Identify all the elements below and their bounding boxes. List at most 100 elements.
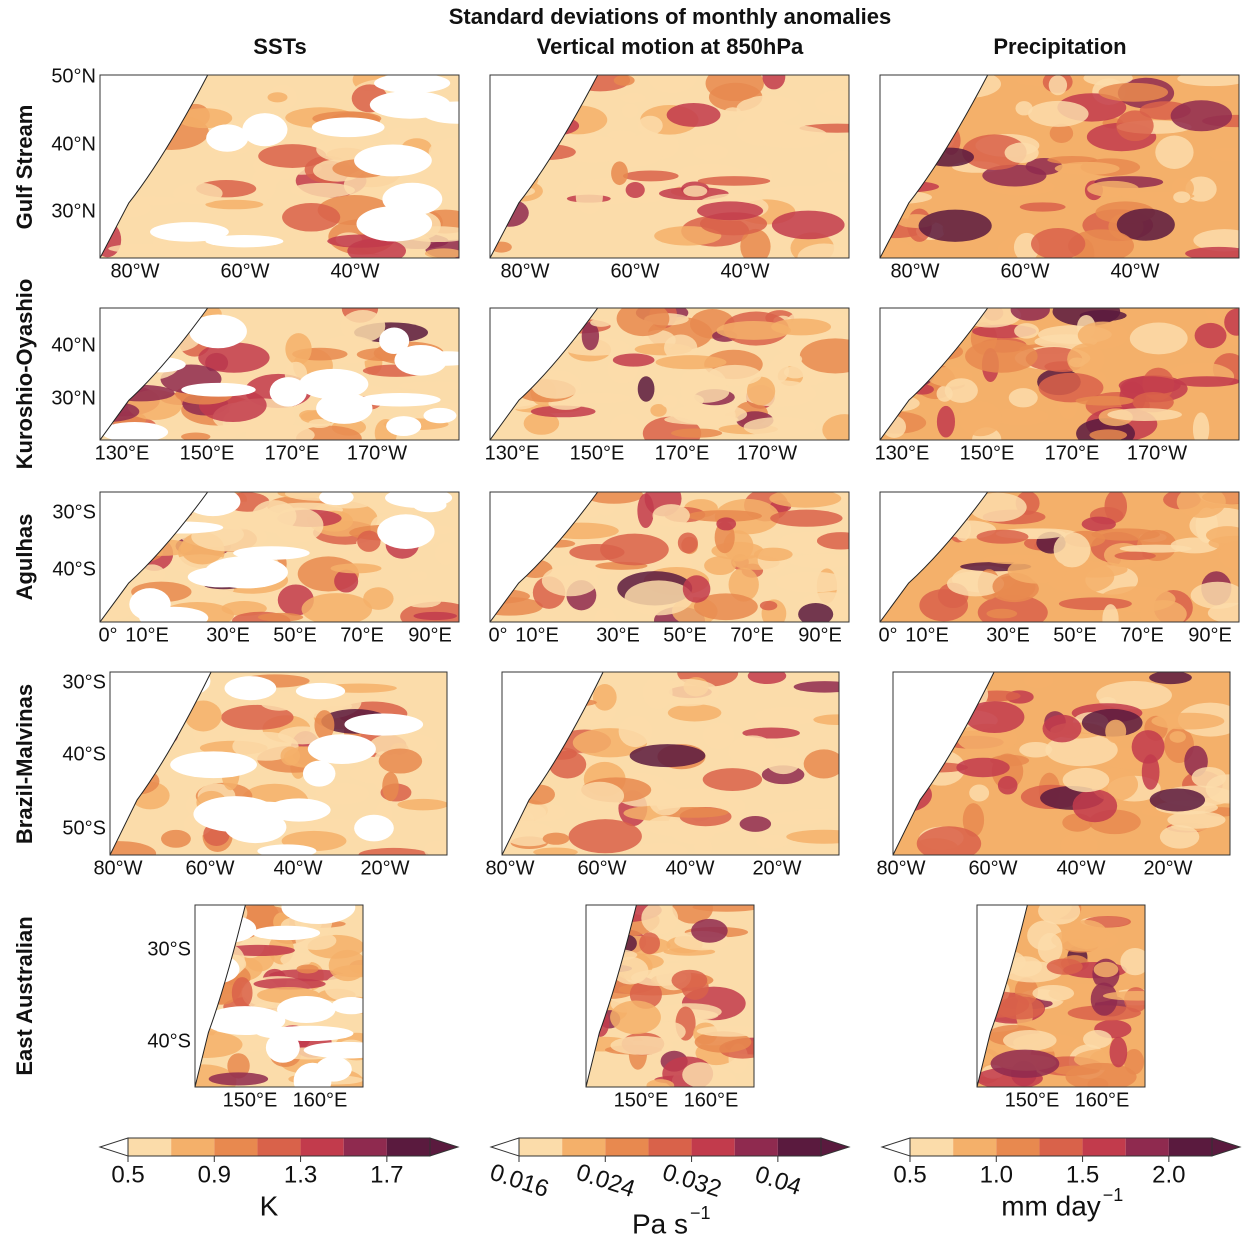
field-patch xyxy=(655,355,727,370)
field-patch xyxy=(594,607,616,622)
colorbar-tick-label: 1.0 xyxy=(980,1161,1013,1188)
panel-frame xyxy=(109,671,448,856)
field-patch xyxy=(753,547,793,562)
field-patch xyxy=(1119,544,1192,553)
field-patch xyxy=(590,318,612,327)
colorbar-unit-exponent: −1 xyxy=(1103,1185,1124,1205)
lon-tick-label: 170°W xyxy=(347,442,407,464)
field-patch xyxy=(791,808,839,819)
map-panel xyxy=(880,492,1239,622)
lon-tick-label: 20°W xyxy=(360,857,409,879)
field-patch xyxy=(378,748,423,774)
field-patch xyxy=(1116,110,1154,142)
lon-tick-label: 130°E xyxy=(875,442,930,464)
lon-tick-label: 80°W xyxy=(890,260,939,282)
field-patch xyxy=(656,679,720,707)
lon-tick-label: 30°E xyxy=(986,624,1030,646)
field-patch xyxy=(653,1021,686,1042)
map-panel xyxy=(195,905,363,1087)
field-patch xyxy=(816,532,849,550)
field-patch xyxy=(257,612,304,622)
field-patch xyxy=(281,905,356,925)
column-header: SSTs xyxy=(253,34,306,59)
field-patch xyxy=(743,416,817,438)
colorbar-unit: K xyxy=(260,1190,279,1221)
lon-tick-label: 40°W xyxy=(330,260,379,282)
field-patch xyxy=(704,556,736,576)
field-patch xyxy=(1083,75,1133,86)
field-patch xyxy=(359,393,441,407)
field-patch xyxy=(1118,376,1181,395)
field-patch xyxy=(1091,528,1160,541)
field-patch xyxy=(728,567,759,602)
field-patch xyxy=(1093,961,1119,978)
field-patch xyxy=(691,918,728,943)
field-patch xyxy=(265,1032,300,1063)
lon-tick-label: 90°E xyxy=(408,624,452,646)
field-patch xyxy=(991,407,1049,426)
field-patch xyxy=(600,533,669,566)
field-patch xyxy=(1065,920,1108,949)
field-patch xyxy=(653,134,679,157)
field-patch xyxy=(1096,680,1172,710)
colorbar-extend-high xyxy=(820,1137,851,1157)
lon-tick-label: 150°E xyxy=(223,1089,278,1111)
colorbar-segment xyxy=(343,1138,387,1156)
field-patch xyxy=(303,1041,363,1059)
field-patch xyxy=(1028,100,1089,127)
map-panel xyxy=(880,308,1239,440)
field-patch xyxy=(682,575,711,603)
lat-tick-label: 40°S xyxy=(147,1030,191,1052)
field-patch xyxy=(184,700,222,732)
field-patch xyxy=(1205,526,1239,545)
field-patch xyxy=(208,1072,269,1086)
field-patch xyxy=(986,608,1018,619)
field-patch xyxy=(826,150,849,174)
field-patch xyxy=(290,182,355,198)
lat-tick-label: 40°S xyxy=(62,743,106,765)
lon-tick-label: 0° xyxy=(98,624,117,646)
field-patch xyxy=(786,829,839,844)
colorbar-segment xyxy=(128,1138,172,1156)
field-patch xyxy=(762,75,786,90)
field-patch xyxy=(224,676,277,701)
colorbar-segment xyxy=(171,1138,215,1156)
colorbar-frame xyxy=(518,1137,822,1157)
field-patch xyxy=(1218,541,1239,570)
field-patch xyxy=(435,542,457,565)
lon-tick-label: 0° xyxy=(878,624,897,646)
panel-frame xyxy=(976,904,1146,1088)
panel-frame xyxy=(489,307,850,441)
field-patch xyxy=(739,816,772,832)
field-patch xyxy=(664,414,739,425)
field-patch xyxy=(1048,75,1068,96)
field-patch xyxy=(996,996,1045,1020)
land xyxy=(880,492,989,622)
field-patch xyxy=(798,603,834,622)
field-patch xyxy=(620,93,646,103)
map-panel xyxy=(502,672,839,855)
field-patch xyxy=(752,124,829,149)
lon-tick-label: 70°E xyxy=(340,624,384,646)
lat-tick-label: 40°S xyxy=(52,558,96,580)
lon-tick-label: 10°E xyxy=(905,624,949,646)
field-patch xyxy=(1224,308,1239,336)
lat-tick-label: 50°S xyxy=(62,817,106,839)
field-patch xyxy=(1193,229,1239,252)
colorbar-segment xyxy=(1125,1138,1169,1156)
lon-tick-label: 30°E xyxy=(596,624,640,646)
field-patch xyxy=(1081,516,1116,532)
field-patch xyxy=(253,978,326,990)
panel-frame xyxy=(489,491,850,623)
field-patch xyxy=(633,842,688,855)
field-patch xyxy=(965,339,1038,373)
field-patch xyxy=(319,492,354,506)
field-patch xyxy=(252,925,321,941)
field-patch xyxy=(258,144,327,168)
lon-tick-label: 150°E xyxy=(180,442,235,464)
field-patch xyxy=(944,378,978,403)
colorbar-tick-label: 0.5 xyxy=(111,1161,144,1188)
lat-tick-label: 30°S xyxy=(52,501,96,523)
lon-tick-label: 90°E xyxy=(798,624,842,646)
